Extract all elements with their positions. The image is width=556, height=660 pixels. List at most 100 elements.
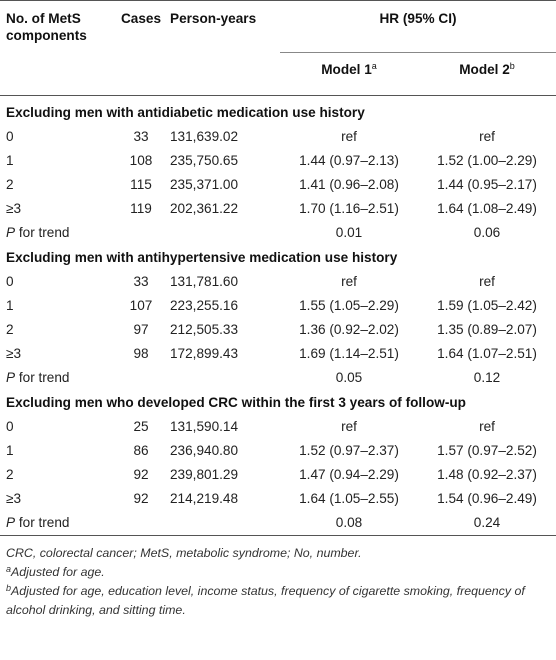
cell-cases: 98 [133, 346, 149, 361]
trend-label: P for trend [0, 511, 280, 536]
header-person-years: Person-years [166, 0, 280, 89]
cell-cases: 33 [133, 129, 149, 144]
table-row: ≥3 92 214,219.48 1.64 (1.05–2.55) 1.54 (… [0, 487, 556, 511]
cell-cases: 119 [130, 201, 152, 216]
table-row: 2 92 239,801.29 1.47 (0.94–2.29) 1.48 (0… [0, 463, 556, 487]
footnote-a: aAdjusted for age. [6, 563, 550, 582]
cell-model2: 1.59 (1.05–2.42) [437, 298, 537, 313]
cell-trend-model2: 0.24 [418, 511, 556, 536]
header-model1-sup: a [371, 61, 377, 71]
trend-label: P for trend [0, 366, 280, 390]
cell-cases: 115 [130, 177, 152, 192]
cell-trend-model2: 0.06 [473, 225, 501, 240]
table-row: 0 25 131,590.14 ref ref [0, 415, 556, 439]
trend-label: P for trend [0, 221, 280, 245]
cell-model1: 1.69 (1.14–2.51) [299, 346, 399, 361]
cell-trend-model1: 0.08 [280, 511, 418, 536]
trend-label-rest: for trend [15, 225, 70, 240]
footnote-b-text: Adjusted for age, education level, incom… [6, 584, 525, 617]
cell-model1: 1.44 (0.97–2.13) [299, 153, 399, 168]
header-model2-label: Model 2 [459, 62, 510, 77]
cell-model1: ref [341, 129, 357, 144]
cell-model1: 1.55 (1.05–2.29) [299, 298, 399, 313]
cell-model1: 1.36 (0.92–2.02) [299, 322, 399, 337]
header-model2: Model 2b [418, 53, 556, 90]
results-table-container: No. of MetS components Cases Person-year… [0, 0, 556, 620]
cell-model2: 1.52 (1.00–2.29) [437, 153, 537, 168]
trend-row: P for trend 0.05 0.12 [0, 366, 556, 390]
footnote-b: bAdjusted for age, education level, inco… [6, 582, 550, 620]
cell-model2: 1.48 (0.92–2.37) [437, 467, 537, 482]
cell-person-years: 131,639.02 [170, 129, 239, 144]
section-title-row: Excluding men who developed CRC within t… [0, 390, 556, 415]
cell-components: 1 [6, 298, 14, 313]
cell-components: 2 [6, 177, 14, 192]
section-title-row: Excluding men with antihypertensive medi… [0, 245, 556, 270]
cell-person-years: 131,781.60 [170, 274, 239, 289]
cell-cases: 92 [133, 491, 149, 506]
footnote-abbreviations: CRC, colorectal cancer; MetS, metabolic … [6, 546, 362, 560]
cell-person-years: 172,899.43 [170, 346, 239, 361]
cell-cases: 92 [133, 467, 149, 482]
cell-person-years: 239,801.29 [170, 467, 239, 482]
cell-model2: ref [479, 274, 495, 289]
cell-model1: ref [341, 419, 357, 434]
cell-model2: 1.64 (1.08–2.49) [437, 201, 537, 216]
cell-person-years: 214,219.48 [170, 491, 239, 506]
cell-person-years: 131,590.14 [170, 419, 239, 434]
table-row: 1 108 235,750.65 1.44 (0.97–2.13) 1.52 (… [0, 149, 556, 173]
cell-model1: ref [341, 274, 357, 289]
results-table: No. of MetS components Cases Person-year… [0, 0, 556, 536]
header-row-1: No. of MetS components Cases Person-year… [0, 0, 556, 89]
cell-trend-model1: 0.05 [335, 370, 363, 385]
header-components: No. of MetS components [0, 0, 116, 89]
table-row: 2 97 212,505.33 1.36 (0.92–2.02) 1.35 (0… [0, 318, 556, 342]
trend-row: P for trend 0.01 0.06 [0, 221, 556, 245]
header-model1: Model 1a [280, 53, 418, 90]
trend-label-p: P [6, 515, 16, 530]
section-title: Excluding men with antidiabetic medicati… [6, 105, 365, 120]
cell-model2: 1.44 (0.95–2.17) [437, 177, 537, 192]
cell-cases: 33 [133, 274, 149, 289]
header-row-2: Model 1a Model 2b [0, 53, 556, 90]
cell-cases: 107 [129, 298, 153, 313]
section-title: Excluding men with antihypertensive medi… [6, 250, 398, 265]
header-hr: HR (95% CI) [280, 0, 556, 53]
cell-model2: 1.64 (1.07–2.51) [437, 346, 537, 361]
cell-model2: 1.57 (0.97–2.52) [437, 443, 537, 458]
table-footnotes: CRC, colorectal cancer; MetS, metabolic … [0, 536, 556, 620]
trend-row: P for trend 0.08 0.24 [0, 511, 556, 536]
footnote-a-marker: a [6, 564, 12, 574]
section-title-row: Excluding men with antidiabetic medicati… [0, 96, 556, 126]
cell-components: 0 [6, 129, 14, 144]
cell-person-years: 212,505.33 [170, 322, 239, 337]
cell-model1: 1.41 (0.96–2.08) [299, 177, 399, 192]
cell-cases: 97 [133, 322, 149, 337]
trend-label-p: P [6, 370, 16, 385]
cell-components: 0 [6, 419, 14, 434]
cell-person-years: 235,371.00 [170, 177, 239, 192]
table-row: ≥3 98 172,899.43 1.69 (1.14–2.51) 1.64 (… [0, 342, 556, 366]
trend-label-rest: for trend [15, 370, 70, 385]
table-row: 1 107 223,255.16 1.55 (1.05–2.29) 1.59 (… [0, 294, 556, 318]
cell-model1: 1.64 (1.05–2.55) [299, 491, 399, 506]
cell-components: 1 [6, 443, 14, 458]
footnote-b-marker: b [6, 583, 12, 593]
trend-label-p: P [6, 225, 16, 240]
cell-cases: 108 [129, 153, 153, 168]
cell-person-years: 223,255.16 [170, 298, 239, 313]
cell-model1: 1.52 (0.97–2.37) [299, 443, 399, 458]
table-body: Excluding men with antidiabetic medicati… [0, 96, 556, 536]
footnote-a-text: Adjusted for age. [11, 565, 105, 579]
cell-model2: 1.35 (0.89–2.07) [437, 322, 537, 337]
cell-components: 2 [6, 467, 14, 482]
cell-components: ≥3 [6, 201, 22, 216]
section-title: Excluding men who developed CRC within t… [6, 395, 466, 410]
cell-components: 0 [6, 274, 14, 289]
header-cases: Cases [116, 0, 166, 89]
cell-trend-model1: 0.01 [335, 225, 363, 240]
header-bottom-rule [0, 89, 556, 96]
cell-cases: 86 [133, 443, 149, 458]
cell-components: 1 [6, 153, 14, 168]
cell-model1: 1.70 (1.16–2.51) [299, 201, 399, 216]
